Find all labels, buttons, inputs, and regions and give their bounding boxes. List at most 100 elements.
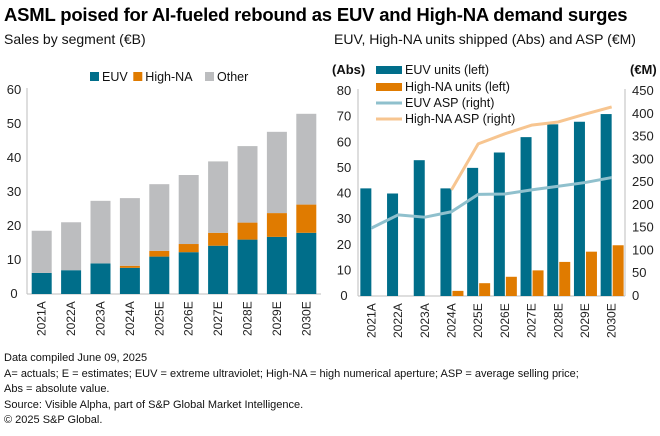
left-y-tick-label: 0 [10, 286, 17, 301]
footer-definitions: A= actuals; E = estimates; EUV = extreme… [4, 367, 579, 380]
right-chart-left-tick-label: 40 [337, 186, 351, 201]
bar-euv-units-2021A [360, 188, 372, 296]
bar-other-2030E [296, 113, 317, 205]
bar-other-2029E [266, 131, 287, 214]
right-chart-left-tick-label: 60 [337, 134, 351, 149]
bar-euv-2021A [31, 272, 52, 294]
left-y-tick-label: 60 [7, 82, 21, 97]
legend-label-high-na-units-left: High-NA units (left) [405, 80, 510, 94]
left-chart-subtitle: Sales by segment (€B) [4, 31, 146, 47]
charts-canvas: 0 10 20 30 40 50 60 2021A 2022A 2023A 2024A 2025E 20… [7, 62, 657, 338]
footer-source: Source: Visible Alpha, part of S&P Globa… [4, 398, 304, 411]
right-chart-left-tick-label: 10 [337, 262, 351, 277]
right-x-tick-label: 2028E [551, 303, 565, 338]
bar-euv-units-2030E [600, 114, 612, 296]
bar-high-na-units-2025E [479, 283, 491, 296]
bar-other-2027E [208, 161, 229, 233]
right-x-tick-label: 2024A [444, 303, 458, 338]
bar-euv-2023A [90, 263, 111, 294]
left-axis-unit-label: (Abs) [332, 62, 365, 77]
left-x-tick-label: 2027E [211, 301, 225, 336]
left-x-tick-label: 2022A [64, 301, 78, 336]
left-x-tick-label: 2024A [123, 301, 137, 336]
bar-other-2021A [31, 230, 52, 273]
legend-label-euv-asp-right: EUV ASP (right) [405, 96, 494, 110]
legend-label-euv-units-left: EUV units (left) [405, 63, 489, 77]
bar-high-na-units-2027E [532, 270, 544, 296]
bar-high-na-2024A [119, 265, 140, 268]
right-x-tick-label: 2030E [605, 303, 619, 338]
right-chart-right-tick-label: 150 [632, 220, 654, 235]
bar-other-2025E [149, 184, 170, 251]
right-x-tick-label: 2029E [578, 303, 592, 338]
right-chart-left-tick-label: 70 [337, 109, 351, 124]
legend-swatch-euv-units-left [376, 66, 402, 74]
legend-label-high-na: High-NA [145, 70, 193, 84]
bar-euv-units-2029E [573, 121, 585, 296]
right-chart-right-tick-label: 350 [632, 129, 654, 144]
bar-other-2024A [119, 198, 140, 266]
euv-asp-line [370, 176, 612, 230]
left-x-tick-label: 2028E [241, 301, 255, 336]
bar-euv-2029E [266, 236, 287, 294]
footer-copyright: © 2025 S&P Global. [4, 414, 103, 427]
right-chart-right-tick-label: 0 [632, 288, 639, 303]
bar-other-2028E [237, 146, 258, 223]
bar-high-na-units-2028E [559, 261, 571, 296]
right-chart-subtitle: EUV, High-NA units shipped (Abs) and ASP… [334, 31, 636, 47]
legend-label-euv: EUV [102, 70, 128, 84]
bar-other-2026E [178, 175, 199, 245]
left-x-tick-label: 2029E [270, 301, 284, 336]
right-axis-unit-label: (€M) [630, 62, 657, 77]
bar-high-na-2030E [296, 204, 317, 233]
bar-euv-2026E [178, 252, 199, 294]
bar-high-na-2025E [149, 250, 170, 257]
bar-euv-2025E [149, 256, 170, 294]
bar-euv-2027E [208, 245, 229, 294]
legend-swatch-other [205, 72, 214, 81]
left-y-tick-label: 40 [7, 150, 21, 165]
right-chart-left-tick-label: 50 [337, 160, 351, 175]
right-chart-right-tick-label: 450 [632, 83, 654, 98]
bar-euv-units-2023A [413, 160, 425, 296]
bar-euv-units-2024A [440, 188, 452, 296]
bar-euv-units-2022A [387, 193, 399, 296]
legend-swatch-high-na [133, 72, 143, 81]
bar-euv-units-2025E [467, 167, 479, 296]
right-x-tick-label: 2025E [471, 303, 485, 338]
right-x-tick-label: 2026E [498, 303, 512, 338]
bar-high-na-2026E [178, 244, 199, 253]
legend-swatch-high-na-units-left [376, 83, 402, 91]
right-chart-right-tick-label: 250 [632, 174, 654, 189]
left-x-tick-label: 2030E [299, 301, 313, 336]
bar-high-na-2029E [266, 213, 287, 237]
right-chart-left-tick-label: 0 [340, 288, 347, 303]
bar-euv-2022A [61, 270, 82, 294]
left-x-tick-label: 2025E [152, 301, 166, 336]
bar-high-na-units-2030E [612, 245, 624, 296]
right-x-tick-label: 2023A [418, 303, 432, 338]
bar-euv-units-2027E [520, 137, 532, 296]
left-y-tick-label: 30 [7, 184, 21, 199]
footer-notes: Data compiled June 09, 2025 A= actuals; … [4, 351, 579, 429]
bar-high-na-units-2024A [452, 290, 464, 296]
left-x-tick-label: 2023A [94, 301, 108, 336]
bar-euv-units-2028E [547, 124, 559, 296]
left-y-tick-label: 20 [7, 218, 21, 233]
chart-title: ASML poised for AI-fueled rebound as EUV… [4, 4, 628, 25]
right-chart-left-tick-label: 80 [337, 83, 351, 98]
bar-high-na-2027E [208, 232, 229, 246]
legend-label-other: Other [217, 70, 248, 84]
footer-definitions-cont: Abs = absolute value. [4, 383, 110, 396]
right-chart-right-tick-label: 50 [632, 265, 646, 280]
right-chart-right-tick-label: 100 [632, 242, 654, 257]
right-chart-right-tick-label: 300 [632, 151, 654, 166]
bar-high-na-units-2029E [585, 251, 597, 296]
left-x-tick-label: 2026E [182, 301, 196, 336]
bar-high-na-2028E [237, 222, 258, 240]
bar-euv-2030E [296, 232, 317, 294]
bar-euv-2024A [119, 267, 140, 294]
legend-swatch-euv [90, 72, 99, 81]
right-x-tick-label: 2022A [391, 303, 405, 338]
bar-euv-units-2026E [493, 152, 505, 296]
